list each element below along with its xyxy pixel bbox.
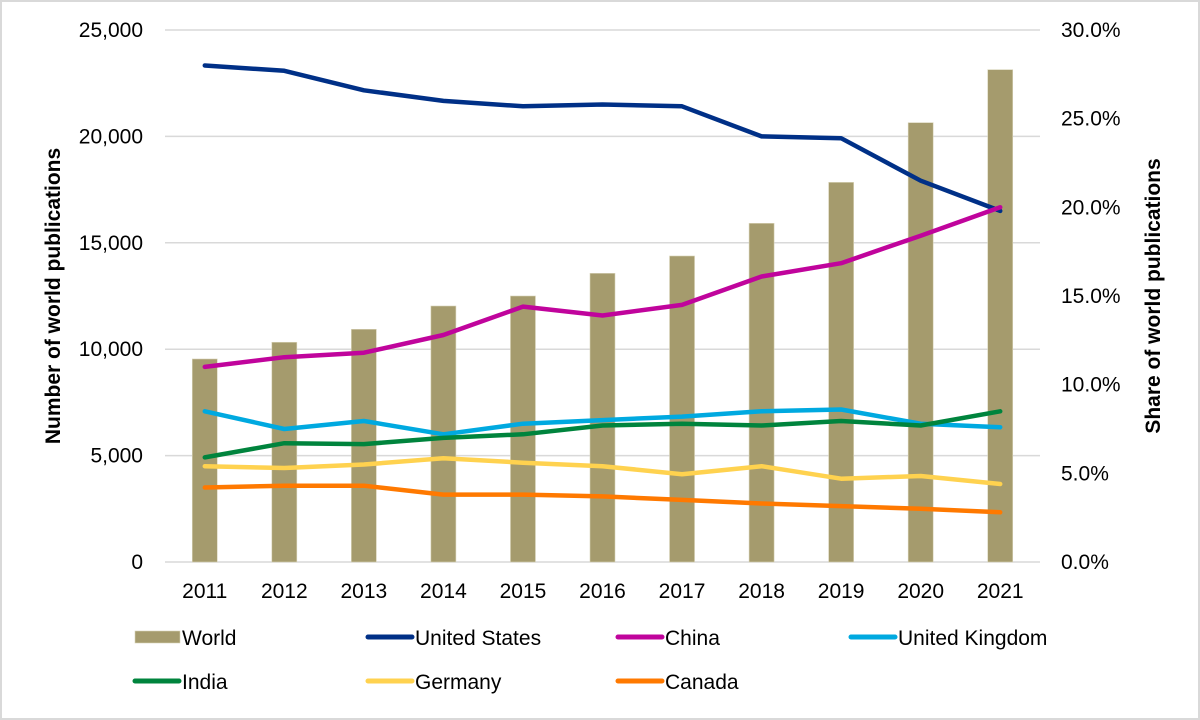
line-series-china (202, 205, 1003, 370)
legend: World United States China United Kingdom Ind… (132, 627, 1047, 694)
x-axis-tick-label: 2012 (261, 580, 308, 603)
legend-label-china: China (665, 627, 720, 650)
legend-label-united-kingdom: United Kingdom (898, 627, 1047, 650)
x-axis-tick-label: 2014 (420, 580, 467, 603)
right-axis-tick-label: 5.0% (1061, 462, 1109, 485)
legend-label-india: India (182, 671, 228, 694)
x-axis-tick-label: 2018 (738, 580, 785, 603)
legend-item-germany: Germany (365, 671, 502, 694)
left-axis-tick-label: 15,000 (79, 232, 143, 255)
right-axis-title: Share of world publications (1142, 158, 1165, 433)
right-axis-tick-label: 30.0% (1061, 19, 1121, 42)
x-axis-tick-label: 2017 (659, 580, 706, 603)
line-series-united-states (202, 63, 1003, 214)
bar-world-2020 (907, 122, 934, 563)
left-axis-title: Number of world publications (42, 148, 65, 444)
bar-world-2011 (191, 358, 218, 563)
legend-label-germany: Germany (415, 671, 502, 694)
left-axis-tick-label: 10,000 (79, 338, 143, 361)
legend-item-world: World (134, 627, 236, 650)
left-axis-tick-label: 20,000 (79, 125, 143, 148)
x-axis-tick-label: 2016 (579, 580, 626, 603)
bar-world-2012 (271, 341, 298, 563)
legend-label-united-states: United States (415, 627, 541, 650)
right-axis-tick-label: 10.0% (1061, 374, 1121, 397)
x-axis-tick-labels: 2011 2012 2013 2014 2015 2016 2017 2018 2019 2020… (182, 580, 1023, 603)
right-axis-tick-label: 20.0% (1061, 196, 1121, 219)
right-axis-tick-label: 15.0% (1061, 285, 1121, 308)
right-axis-tick-label: 25.0% (1061, 108, 1121, 131)
bar-world-2021 (987, 69, 1014, 563)
legend-item-china: China (615, 627, 720, 650)
x-axis-tick-label: 2021 (977, 580, 1024, 603)
x-axis-tick-label: 2011 (182, 580, 227, 603)
line-series-india (202, 409, 1003, 460)
legend-label-canada: Canada (665, 671, 739, 694)
gridlines (165, 29, 1040, 563)
line-series-germany (202, 456, 1003, 487)
x-axis-tick-label: 2020 (897, 580, 944, 603)
right-axis-tick-label: 0.0% (1061, 551, 1109, 574)
legend-item-united-states: United States (365, 627, 541, 650)
legend-swatch-world (134, 630, 181, 644)
left-axis-tick-label: 5,000 (90, 445, 143, 468)
legend-item-united-kingdom: United Kingdom (848, 627, 1047, 650)
legend-item-canada: Canada (615, 671, 739, 694)
left-axis-tick-labels: 0 5,000 10,000 15,000 20,000 25,000 (79, 19, 143, 574)
bar-world-2019 (828, 182, 854, 563)
x-axis-tick-label: 2019 (818, 580, 865, 603)
line-series-united-kingdom (202, 407, 1003, 437)
left-axis-tick-label: 0 (131, 551, 143, 574)
right-axis-tick-labels: 0.0% 5.0% 10.0% 15.0% 20.0% 25.0% 30.0% (1061, 19, 1121, 574)
left-axis-tick-label: 25,000 (79, 19, 143, 42)
x-axis-tick-label: 2015 (500, 580, 547, 603)
bar-world-2015 (510, 295, 536, 563)
line-series-group (202, 63, 1003, 515)
x-axis-tick-label: 2013 (341, 580, 388, 603)
line-series-canada (202, 483, 1003, 515)
legend-label-world: World (182, 627, 236, 650)
legend-item-india: India (132, 671, 228, 694)
